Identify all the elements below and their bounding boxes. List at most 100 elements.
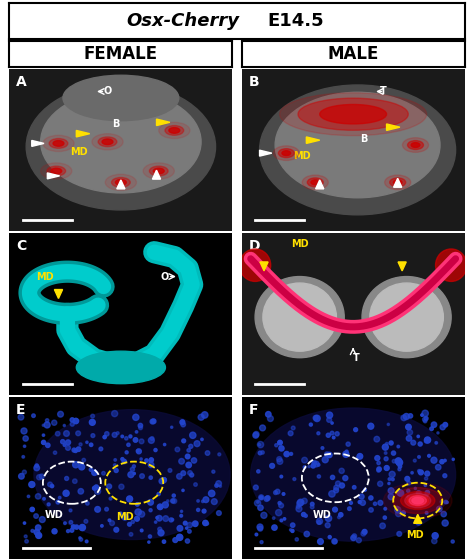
- Ellipse shape: [417, 491, 420, 495]
- Ellipse shape: [422, 417, 427, 421]
- Ellipse shape: [114, 527, 118, 532]
- Ellipse shape: [203, 497, 209, 503]
- Ellipse shape: [425, 511, 428, 514]
- Text: F: F: [248, 403, 258, 417]
- Ellipse shape: [185, 539, 190, 543]
- Ellipse shape: [401, 415, 407, 421]
- Ellipse shape: [41, 163, 72, 179]
- Ellipse shape: [111, 410, 118, 416]
- Ellipse shape: [162, 540, 165, 543]
- Ellipse shape: [95, 506, 100, 512]
- Ellipse shape: [138, 423, 143, 428]
- Text: A: A: [16, 75, 27, 89]
- Ellipse shape: [406, 435, 412, 441]
- Ellipse shape: [451, 540, 454, 543]
- Ellipse shape: [79, 464, 85, 470]
- Ellipse shape: [70, 528, 74, 532]
- Ellipse shape: [425, 490, 429, 495]
- Ellipse shape: [182, 439, 186, 443]
- Ellipse shape: [301, 498, 307, 504]
- Ellipse shape: [70, 422, 74, 426]
- Ellipse shape: [298, 499, 304, 505]
- Ellipse shape: [298, 98, 408, 130]
- Ellipse shape: [98, 137, 117, 146]
- Ellipse shape: [138, 426, 143, 430]
- Ellipse shape: [302, 175, 328, 190]
- Text: Osx-Cherry: Osx-Cherry: [126, 12, 239, 30]
- Ellipse shape: [377, 467, 381, 471]
- Ellipse shape: [257, 442, 264, 448]
- Ellipse shape: [259, 496, 263, 499]
- Ellipse shape: [79, 443, 82, 446]
- Ellipse shape: [388, 482, 390, 485]
- Text: D: D: [248, 239, 260, 253]
- Ellipse shape: [43, 498, 46, 500]
- Ellipse shape: [278, 501, 281, 505]
- Ellipse shape: [149, 476, 153, 479]
- Ellipse shape: [405, 476, 410, 481]
- Polygon shape: [306, 137, 319, 144]
- Ellipse shape: [159, 479, 164, 484]
- Ellipse shape: [327, 418, 332, 423]
- Ellipse shape: [407, 489, 410, 492]
- Ellipse shape: [314, 415, 320, 421]
- Ellipse shape: [43, 135, 74, 151]
- Ellipse shape: [23, 436, 28, 441]
- Text: MD: MD: [293, 151, 310, 162]
- Ellipse shape: [418, 470, 420, 472]
- Ellipse shape: [325, 523, 330, 528]
- Ellipse shape: [442, 520, 448, 526]
- Ellipse shape: [86, 501, 89, 505]
- Ellipse shape: [443, 473, 447, 478]
- Ellipse shape: [145, 459, 148, 462]
- Ellipse shape: [49, 139, 68, 148]
- Ellipse shape: [140, 473, 145, 479]
- Ellipse shape: [163, 478, 166, 481]
- Ellipse shape: [326, 433, 330, 437]
- Polygon shape: [47, 173, 60, 179]
- Ellipse shape: [393, 487, 443, 514]
- Ellipse shape: [257, 524, 263, 530]
- Ellipse shape: [374, 502, 377, 505]
- Ellipse shape: [165, 126, 184, 135]
- Ellipse shape: [46, 419, 49, 422]
- Ellipse shape: [369, 496, 373, 500]
- Ellipse shape: [140, 529, 143, 532]
- Ellipse shape: [383, 483, 452, 518]
- Ellipse shape: [369, 508, 373, 512]
- Ellipse shape: [303, 466, 306, 468]
- Ellipse shape: [446, 501, 448, 504]
- Ellipse shape: [417, 435, 419, 438]
- Ellipse shape: [219, 485, 221, 487]
- Ellipse shape: [72, 525, 75, 529]
- Text: MD: MD: [407, 530, 424, 539]
- Ellipse shape: [330, 475, 335, 480]
- Ellipse shape: [419, 470, 423, 475]
- Ellipse shape: [183, 521, 187, 525]
- Ellipse shape: [169, 127, 180, 133]
- Ellipse shape: [362, 529, 367, 534]
- Ellipse shape: [35, 464, 38, 467]
- Ellipse shape: [431, 457, 437, 463]
- Ellipse shape: [254, 432, 259, 437]
- Ellipse shape: [332, 539, 337, 544]
- Ellipse shape: [158, 530, 164, 536]
- Ellipse shape: [384, 457, 388, 461]
- Ellipse shape: [290, 529, 292, 531]
- Ellipse shape: [135, 517, 139, 521]
- Ellipse shape: [192, 521, 198, 527]
- Ellipse shape: [356, 538, 361, 543]
- Ellipse shape: [279, 446, 284, 451]
- Ellipse shape: [328, 536, 331, 538]
- Ellipse shape: [181, 471, 186, 476]
- Ellipse shape: [215, 484, 218, 487]
- Ellipse shape: [26, 83, 216, 210]
- Polygon shape: [55, 290, 63, 299]
- Ellipse shape: [168, 468, 172, 472]
- Ellipse shape: [94, 485, 99, 489]
- Ellipse shape: [36, 494, 41, 499]
- Ellipse shape: [362, 277, 451, 358]
- Ellipse shape: [27, 495, 30, 498]
- Ellipse shape: [115, 179, 127, 185]
- Ellipse shape: [333, 540, 337, 543]
